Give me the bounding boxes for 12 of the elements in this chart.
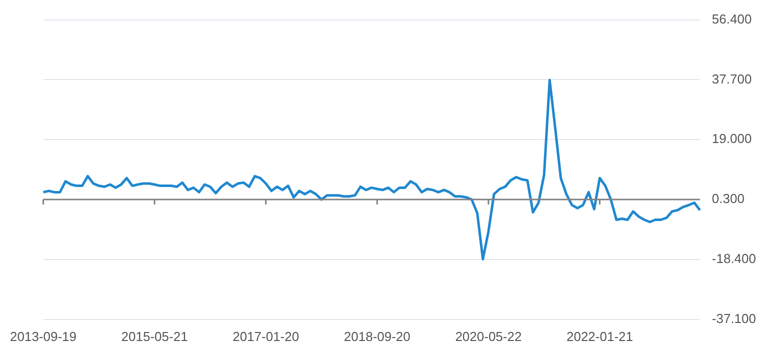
x-tick-label: 2017-01-20 [232,328,300,344]
x-tick-label: 2015-05-21 [121,328,188,344]
x-tick-label: 2013-09-19 [10,328,76,344]
y-tick-label: -37.100 [712,310,756,326]
y-tick-label: 37.700 [712,71,752,86]
y-tick-label: -18.400 [712,251,756,266]
x-tick-label: 2018-09-20 [344,328,410,344]
x-tick-label: 2022-01-21 [566,328,633,344]
y-tick-label: 56.400 [712,11,752,26]
x-tick-label: 2020-05-22 [455,328,522,344]
y-tick-label: 0.300 [712,191,744,206]
y-tick-label: 19.000 [712,131,752,146]
